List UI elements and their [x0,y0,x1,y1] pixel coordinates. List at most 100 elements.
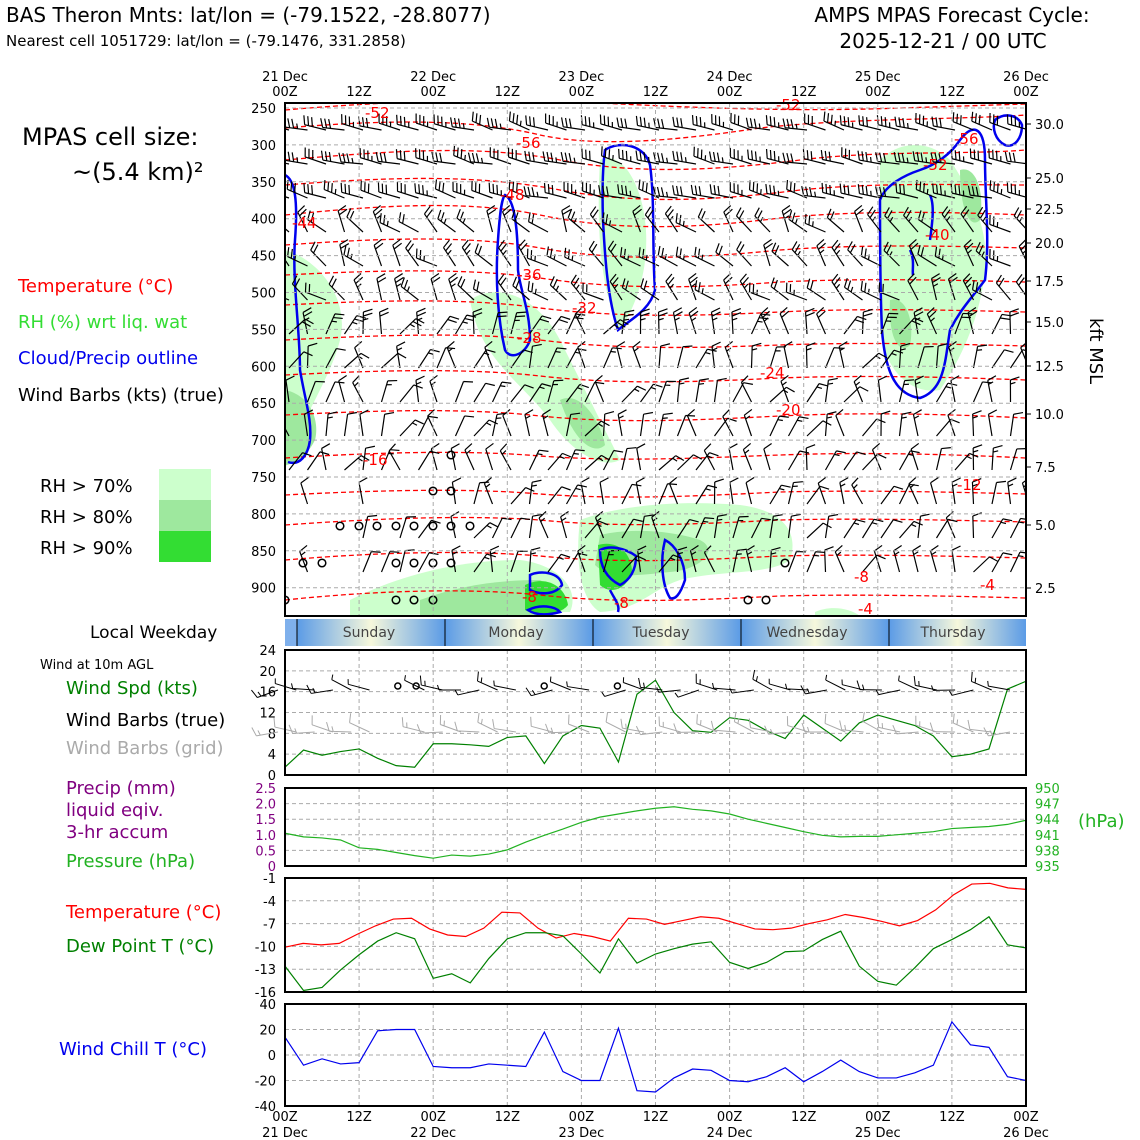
wind-barb [565,552,588,573]
wind-barb [658,343,671,369]
wind-barb [731,308,742,335]
wind-barb [697,208,715,233]
wind-barb [306,380,325,403]
wind-barb [419,675,443,691]
wind-panel: 0 4 8 12 16 20 24 [251,644,1027,784]
bottom-date-label: 24 Dec [707,1126,753,1140]
wind-barb [285,118,308,131]
top-date-label: 26 Dec [1003,70,1049,85]
wind-barb [930,273,941,301]
wind-barb [806,420,832,437]
pressure-panel-frame [284,787,1027,867]
wind-barb [632,340,642,369]
wind-barb [877,717,901,733]
wind-barb [599,477,609,505]
wind-barb [804,113,826,131]
wind-barb [497,274,512,301]
windchill-panel-frame [284,1003,1027,1107]
wind-barb [742,442,753,471]
wind-barb [381,352,407,369]
wind-barb [547,347,567,369]
wind-barb [987,680,1011,691]
legend-dewpoint: Dew Point T (°C) [66,936,214,957]
wind-barb [875,689,901,696]
height-tick: 30.0 [1035,118,1064,133]
wind-barb [892,725,919,735]
wind-barb [418,519,441,539]
pressure-tick: 700 [251,434,276,449]
wind-barb [703,443,716,471]
pressure-tick: 400 [251,213,276,228]
wind-barb [948,689,974,696]
wind-barb [780,374,790,403]
wind-barb [510,486,535,505]
legend-cloud: Cloud/Precip outline [18,348,198,369]
calm-circle [412,682,420,690]
wind-barb [945,511,956,539]
top-hour-label: 12Z [346,85,372,100]
wind-barb [1029,549,1042,572]
wind-barb [526,248,549,267]
wind-barb [969,148,993,165]
wind-barb [594,374,605,403]
wind-barb [300,476,309,505]
wind-barb [598,185,623,199]
y-tick: 0 [268,1049,276,1064]
wind-barb [617,409,627,437]
wind-barb [817,476,827,505]
wind-barb [1007,477,1017,505]
wind-barb [715,243,734,267]
wind-barb [375,151,401,165]
wind-barb [676,414,696,437]
y-tick: 0 [268,860,276,875]
wind-barb [454,314,477,335]
calm-circle [446,558,456,568]
wind-barb [491,381,512,403]
wind-barb [935,518,958,539]
temp-label: -52 [776,96,801,114]
wind-barb [320,150,345,165]
top-hour-label: 12Z [643,85,669,100]
wind-barb [594,510,605,539]
wind-barb [693,146,715,165]
wind-barb [525,115,549,131]
wind-barb [512,276,530,301]
wind-barb [967,719,992,733]
wind-barb [672,150,697,165]
calm-wind-circles [285,450,790,605]
temp-label: -8 [522,588,537,606]
wind-barb [877,375,888,403]
bottom-hour-label: 12Z [495,1110,521,1125]
calm-circle [391,521,401,531]
wind-barb [748,282,771,301]
wind-barb [491,517,512,539]
top-hour-label: 00Z [272,85,298,100]
top-date-label: 24 Dec [707,70,753,85]
wind-barb [664,205,679,233]
wind-barb [399,419,424,437]
temp-label: -20 [776,401,801,419]
pressure-tick: 800 [251,508,276,523]
wind-barb [358,477,368,505]
wind-barb [561,205,572,233]
wind-barb [570,274,586,301]
wind-barb [427,409,438,437]
wind-barb [917,244,937,267]
wind-barb [743,408,753,437]
wind-barb [605,712,626,733]
temperature-panel-frame [284,877,1027,993]
calm-circle [540,682,548,690]
wind-barb [326,721,352,733]
wind-barb [622,677,645,691]
wind-barb [806,383,829,403]
wind-barb [1009,308,1020,335]
wind-barb [787,550,806,573]
wind-barb [523,186,549,199]
wind-barb [915,715,937,733]
wind-barb [565,313,586,335]
wind-barb [786,179,808,199]
height-axis: 30.0 25.0 22.5 20.0 17.5 15.0 12.5 10.0 7.5 5.0 2.… [1026,118,1064,597]
wind-barb [287,247,308,267]
surface-panels: 0481216202400.51.01.52.02.59359389419449… [251,644,1060,1115]
wind-barb [304,282,327,301]
